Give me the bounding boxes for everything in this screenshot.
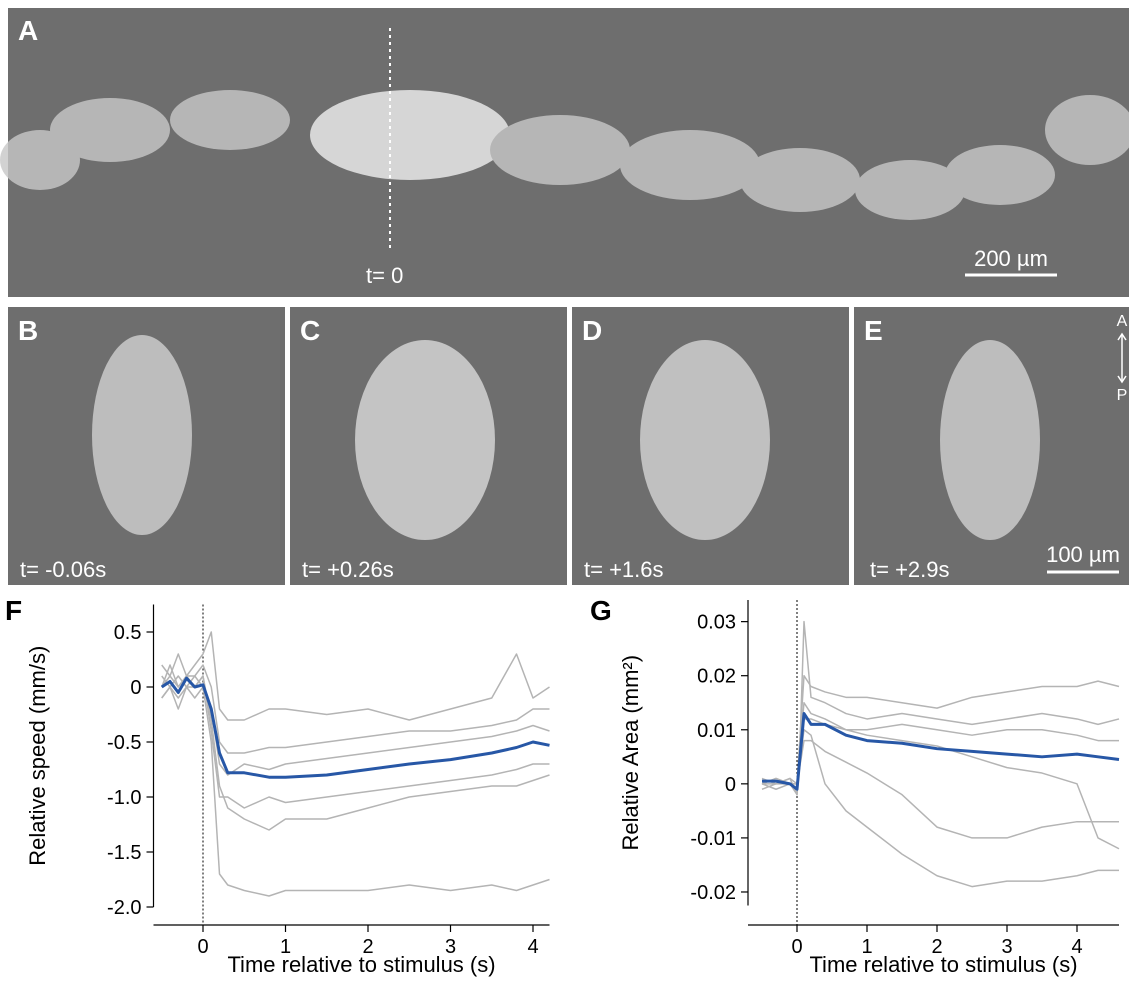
- y-tick-label: 0.5: [114, 622, 142, 644]
- trace: [161, 686, 550, 897]
- cell: [92, 335, 192, 535]
- scale-label: 200 µm: [974, 246, 1048, 271]
- y-tick-label: 0.02: [697, 666, 736, 688]
- trace: [762, 620, 1120, 796]
- y-tick-label: 0: [725, 774, 736, 796]
- y-tick-label: 0.01: [697, 720, 736, 742]
- trace: [161, 631, 550, 721]
- x-tick-label: 2: [931, 936, 942, 958]
- cell: [355, 340, 495, 540]
- panel-label: B: [18, 315, 38, 346]
- y-tick-label: -0.01: [690, 828, 736, 850]
- time-label: t= +2.9s: [870, 557, 950, 582]
- axis-anterior: A: [1117, 313, 1128, 330]
- trace: [161, 664, 550, 776]
- y-tick-label: -0.5: [107, 732, 141, 754]
- axis-arrow: [1117, 332, 1127, 384]
- y-tick-label: -0.02: [690, 882, 736, 904]
- time-label: t= 0: [366, 263, 403, 288]
- y-tick-label: 0: [130, 677, 141, 699]
- time-label: t= +1.6s: [584, 557, 664, 582]
- x-tick-label: 4: [1071, 936, 1082, 958]
- y-tick-label: 0.03: [697, 612, 736, 634]
- axis-posterior: P: [1117, 387, 1128, 404]
- y-axis-label: Relative speed (mm/s): [25, 646, 50, 866]
- panel-label: G: [590, 595, 612, 626]
- cell-trail: [0, 90, 1129, 220]
- x-tick-label: 1: [861, 936, 872, 958]
- y-tick-label: -1.5: [107, 842, 141, 864]
- x-tick-label: 3: [1001, 936, 1012, 958]
- x-tick-label: 0: [791, 936, 802, 958]
- y-tick-label: -1.0: [107, 787, 141, 809]
- trace: [761, 701, 1120, 850]
- trace: [160, 676, 550, 779]
- y-tick-label: -2.0: [107, 897, 141, 919]
- x-tick-label: 3: [445, 936, 456, 958]
- cell: [940, 340, 1040, 540]
- micrograph-row: [8, 307, 1129, 585]
- panel-label: E: [864, 315, 883, 346]
- x-axis-label: Time relative to stimulus (s): [809, 952, 1077, 977]
- panel-label: D: [582, 315, 602, 346]
- cell: [640, 340, 770, 540]
- trace: [762, 712, 1120, 791]
- panel-label: F: [5, 595, 22, 626]
- x-axis-label: Time relative to stimulus (s): [227, 952, 495, 977]
- trace: [161, 664, 550, 754]
- panel-label: A: [18, 15, 38, 46]
- panel-label: C: [300, 315, 320, 346]
- trace: [761, 729, 1119, 888]
- trace: [161, 675, 550, 809]
- x-tick-label: 1: [280, 936, 291, 958]
- y-axis-label: Relative Area (mm²): [618, 655, 643, 851]
- x-tick-label: 4: [527, 936, 538, 958]
- time-label: t= -0.06s: [20, 557, 106, 582]
- trace: [761, 739, 1119, 839]
- time-label: t= +0.26s: [302, 557, 394, 582]
- scale-label: 100 µm: [1046, 542, 1120, 567]
- x-tick-label: 2: [362, 936, 373, 958]
- x-tick-label: 0: [197, 936, 208, 958]
